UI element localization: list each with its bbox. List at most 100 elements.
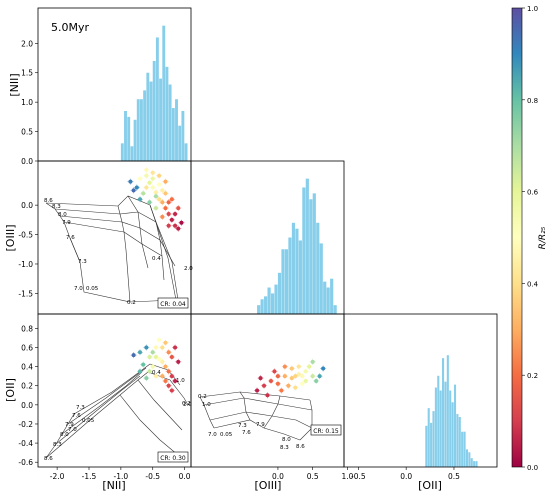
hist-bar: [291, 222, 296, 314]
model-grid-line: [199, 391, 311, 401]
cr-annotation: CR: 0.30: [160, 455, 186, 462]
cr-box: [157, 451, 189, 463]
model-grid-label: 0.05: [220, 432, 233, 438]
model-grid-line: [54, 208, 179, 301]
y-tick-label: -0.4: [18, 439, 33, 448]
model-grid-label: 2.0: [183, 402, 192, 408]
y-tick-label: 0.8: [21, 324, 33, 333]
x-axis-label-oii: [OII]: [418, 479, 442, 492]
data-point: [169, 217, 174, 222]
model-grid-label: 0.2: [182, 401, 191, 407]
model-grid-line: [55, 375, 141, 445]
model-grid-line: [239, 391, 251, 421]
photoionization-model-grid: [199, 391, 313, 441]
panel-hist-nii: 5.0Myr 0.0 0.5 1.0 1.5 2.0 [NII]: [8, 7, 192, 166]
data-point: [310, 374, 315, 379]
model-grid-label: 8.0: [282, 437, 291, 443]
model-grid-line: [199, 396, 215, 429]
data-point: [157, 173, 162, 178]
data-point: [173, 211, 178, 216]
y-tick-label: -1.5: [18, 289, 33, 298]
x-tick-label: -0.5: [351, 472, 366, 481]
hist-bar: [178, 125, 182, 161]
hist-bar: [312, 193, 316, 314]
hist-bar: [432, 411, 435, 467]
colorbar-label: R/R₂₅: [538, 226, 548, 249]
hist-bar: [333, 305, 337, 314]
y-tick-label: 0.2: [21, 382, 33, 391]
data-point: [150, 364, 155, 369]
data-point: [300, 374, 305, 379]
cr-box: [310, 424, 342, 436]
model-grid-line: [299, 399, 313, 441]
data-point: [176, 359, 181, 364]
hist-bar: [284, 249, 289, 314]
model-grid-label: 1.0: [176, 378, 185, 384]
hist-bar: [302, 187, 306, 314]
y-tick-label: 2.0: [21, 39, 33, 48]
hist-bar: [470, 458, 473, 467]
data-point: [160, 374, 165, 379]
hist-bar: [446, 355, 449, 467]
hist-bar: [184, 143, 188, 161]
data-point: [144, 345, 149, 350]
panel-frame: [343, 313, 498, 468]
hist-bar: [146, 72, 150, 161]
hist-bar: [453, 384, 457, 467]
hist-bar: [456, 414, 459, 467]
data-point: [144, 173, 149, 178]
x-tick-label: 0.5: [307, 472, 319, 481]
data-point: [160, 345, 165, 350]
data-point: [166, 200, 171, 205]
data-point: [268, 378, 273, 383]
hist-bar: [264, 296, 268, 314]
data-point: [128, 179, 133, 184]
data-point: [176, 226, 181, 231]
x-axis-label-nii: [NII]: [102, 479, 125, 492]
hist-bar: [444, 381, 447, 467]
model-grid-label: 8.3: [53, 442, 62, 448]
data-point: [317, 374, 322, 379]
data-point: [296, 372, 301, 377]
hist-bar: [277, 272, 282, 314]
hist-bar: [330, 278, 334, 314]
model-grid-line: [119, 394, 179, 456]
hist-bar: [133, 119, 137, 161]
model-grid-label: 7.6: [242, 430, 251, 436]
model-grid-label: 8.3: [280, 445, 289, 451]
model-grid-label: 8.6: [44, 198, 53, 204]
x-tick-label: -2.0: [50, 472, 65, 481]
model-grid-label: 7.6: [66, 235, 75, 241]
y-tick-label: 1.5: [21, 69, 33, 78]
data-point: [153, 190, 158, 195]
panel-scatter-oiii-oii: 0.0 0.5 1.0 0.2 1.0 7.0 0.05 7.37.6 7.9 8.0 8.3 8.…: [190, 313, 354, 492]
data-point: [166, 223, 171, 228]
y-tick-label: 0.0: [21, 157, 33, 166]
data-point: [300, 381, 305, 386]
data-point: [173, 223, 178, 228]
hist-bar: [175, 99, 178, 161]
y-tick-label: 0.5: [21, 128, 33, 137]
hist-bar: [143, 90, 147, 161]
y-tick-label: 0.6: [21, 343, 33, 352]
data-point: [307, 364, 312, 369]
data-point: [157, 356, 162, 361]
hist-bar: [465, 449, 469, 467]
data-point: [163, 191, 168, 196]
model-grid-label: 0.4: [152, 256, 161, 262]
data-point: [286, 383, 291, 388]
hist-bar: [427, 408, 430, 467]
model-grid-line: [67, 367, 147, 425]
data-point: [144, 376, 149, 381]
hist-bar: [295, 228, 299, 314]
hist-bar: [281, 249, 285, 314]
cr-box: [157, 297, 189, 309]
hist-bar: [162, 25, 166, 162]
data-point: [160, 214, 165, 219]
hist-bar: [323, 281, 327, 314]
data-point: [147, 355, 152, 360]
hist-bar: [124, 110, 127, 161]
hist-bar: [439, 390, 442, 467]
model-grid-label: 8.6: [44, 456, 53, 462]
data-point: [153, 355, 158, 360]
